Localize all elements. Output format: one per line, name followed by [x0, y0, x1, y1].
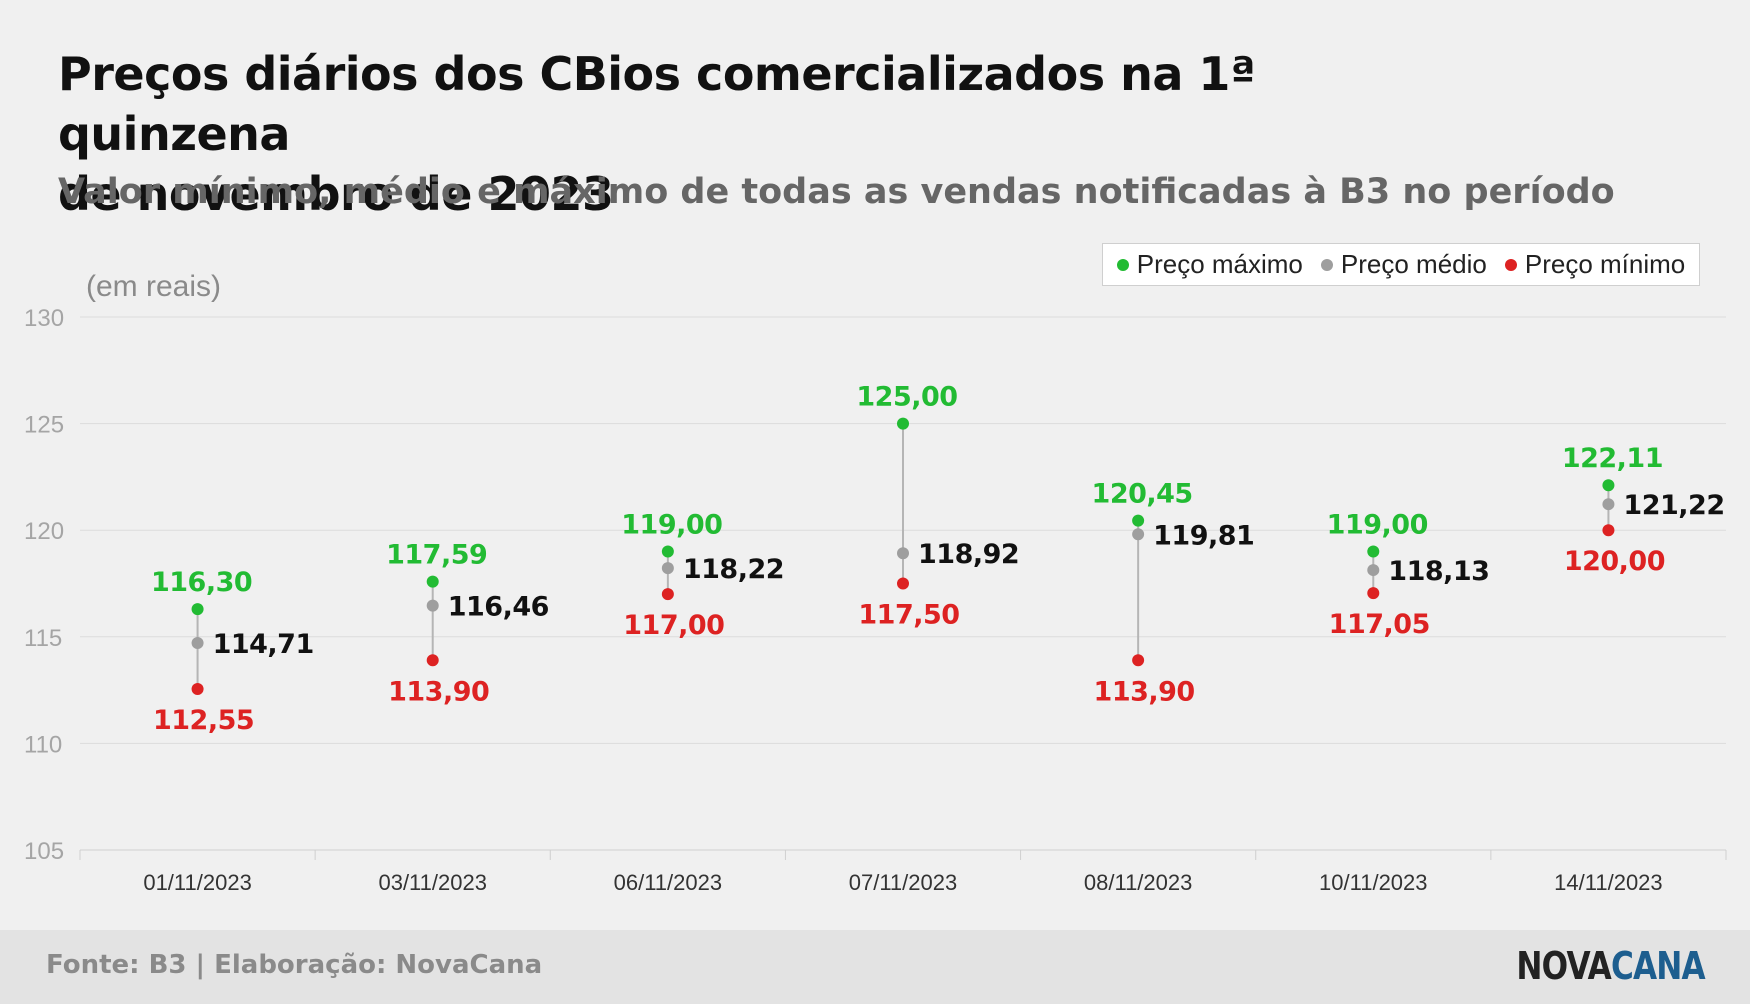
min-label: 120,00 — [1564, 546, 1665, 577]
legend-max-label: Preço máximo — [1136, 249, 1303, 279]
chart-plot: 105 110 115 120 125 130 01/11/2023 03/11/2023 06… — [24, 305, 1727, 895]
avg-label: 118,13 — [1388, 556, 1489, 587]
x-tick-label: 10/11/2023 — [1319, 870, 1427, 895]
min-label: 113,90 — [1094, 676, 1195, 707]
min-point — [1367, 587, 1380, 600]
legend-min-label: Preço mínimo — [1524, 249, 1686, 279]
avg-label: 121,22 — [1623, 490, 1724, 521]
max-label: 125,00 — [856, 382, 957, 413]
max-point — [661, 545, 674, 558]
avg-point — [1602, 498, 1615, 511]
legend-avg-dot-icon — [1320, 258, 1333, 271]
x-tick-label: 14/11/2023 — [1554, 870, 1662, 895]
y-tick-label: 125 — [24, 412, 64, 439]
min-label: 117,50 — [858, 600, 959, 631]
y-tick-label: 115 — [24, 625, 62, 652]
max-point — [1132, 514, 1145, 527]
avg-label: 118,92 — [918, 539, 1019, 570]
max-label: 116,30 — [151, 567, 252, 598]
avg-label: 114,71 — [213, 629, 314, 660]
chart-title-line-1: Preços diários dos CBios comercializados… — [58, 47, 1256, 161]
max-point — [191, 603, 204, 616]
max-label: 119,00 — [621, 510, 722, 541]
max-label: 122,11 — [1562, 443, 1663, 474]
unit-label: (em reais) — [86, 270, 222, 303]
y-tick-label: 105 — [24, 838, 64, 865]
avg-point — [426, 599, 439, 612]
x-tick-label: 01/11/2023 — [143, 870, 251, 895]
max-label: 117,59 — [386, 540, 487, 571]
min-point — [426, 654, 439, 667]
max-point — [1602, 479, 1615, 492]
avg-point — [1132, 528, 1145, 541]
avg-point — [897, 547, 909, 560]
max-point — [897, 417, 909, 430]
legend-item-min: Preço mínimo — [1504, 249, 1686, 280]
footer: Fonte: B3 | Elaboração: NovaCana NOVACAN… — [0, 930, 1750, 1004]
min-point — [191, 683, 204, 696]
x-tick-label: 07/11/2023 — [849, 870, 957, 895]
logo-part-cana: CANA — [1611, 944, 1706, 988]
y-tick-label: 120 — [24, 518, 64, 545]
min-point — [661, 588, 674, 601]
x-tick-label: 03/11/2023 — [378, 870, 486, 895]
avg-point — [1367, 564, 1380, 577]
min-point — [897, 577, 909, 590]
x-tick-label: 06/11/2023 — [614, 870, 722, 895]
novacana-logo: NOVACANA — [1516, 944, 1706, 988]
min-label: 117,00 — [623, 610, 724, 641]
legend-item-max: Preço máximo — [1116, 249, 1303, 280]
avg-label: 118,22 — [683, 554, 784, 585]
legend-item-avg: Preço médio — [1320, 249, 1487, 280]
max-point — [426, 575, 439, 588]
legend-max-dot-icon — [1116, 258, 1129, 271]
avg-label: 116,46 — [448, 592, 549, 623]
y-tick-label: 130 — [24, 305, 64, 332]
min-point — [1132, 654, 1145, 667]
logo-part-nova: NOVA — [1516, 944, 1612, 988]
source-note: Fonte: B3 | Elaboração: NovaCana — [46, 950, 543, 980]
legend-min-dot-icon — [1504, 258, 1517, 271]
min-point — [1602, 524, 1615, 537]
avg-point — [661, 562, 674, 575]
legend-avg-label: Preço médio — [1340, 249, 1487, 279]
max-point — [1367, 545, 1380, 558]
min-label: 112,55 — [153, 705, 254, 736]
max-label: 120,45 — [1092, 479, 1193, 510]
x-tick-label: 08/11/2023 — [1084, 870, 1192, 895]
chart-subtitle: Valor mínimo, médio e máximo de todas as… — [58, 172, 1615, 212]
chart-title: Preços diários dos CBios comercializados… — [58, 44, 1458, 224]
avg-label: 119,81 — [1153, 520, 1254, 551]
min-label: 113,90 — [388, 676, 489, 707]
max-label: 119,00 — [1327, 510, 1428, 541]
y-tick-label: 110 — [24, 731, 62, 758]
legend: Preço máximo Preço médio Preço mínimo — [1102, 243, 1700, 286]
avg-point — [191, 636, 204, 649]
min-label: 117,05 — [1329, 609, 1430, 640]
chart-title-line-2: de novembro de 2023 — [58, 167, 614, 221]
